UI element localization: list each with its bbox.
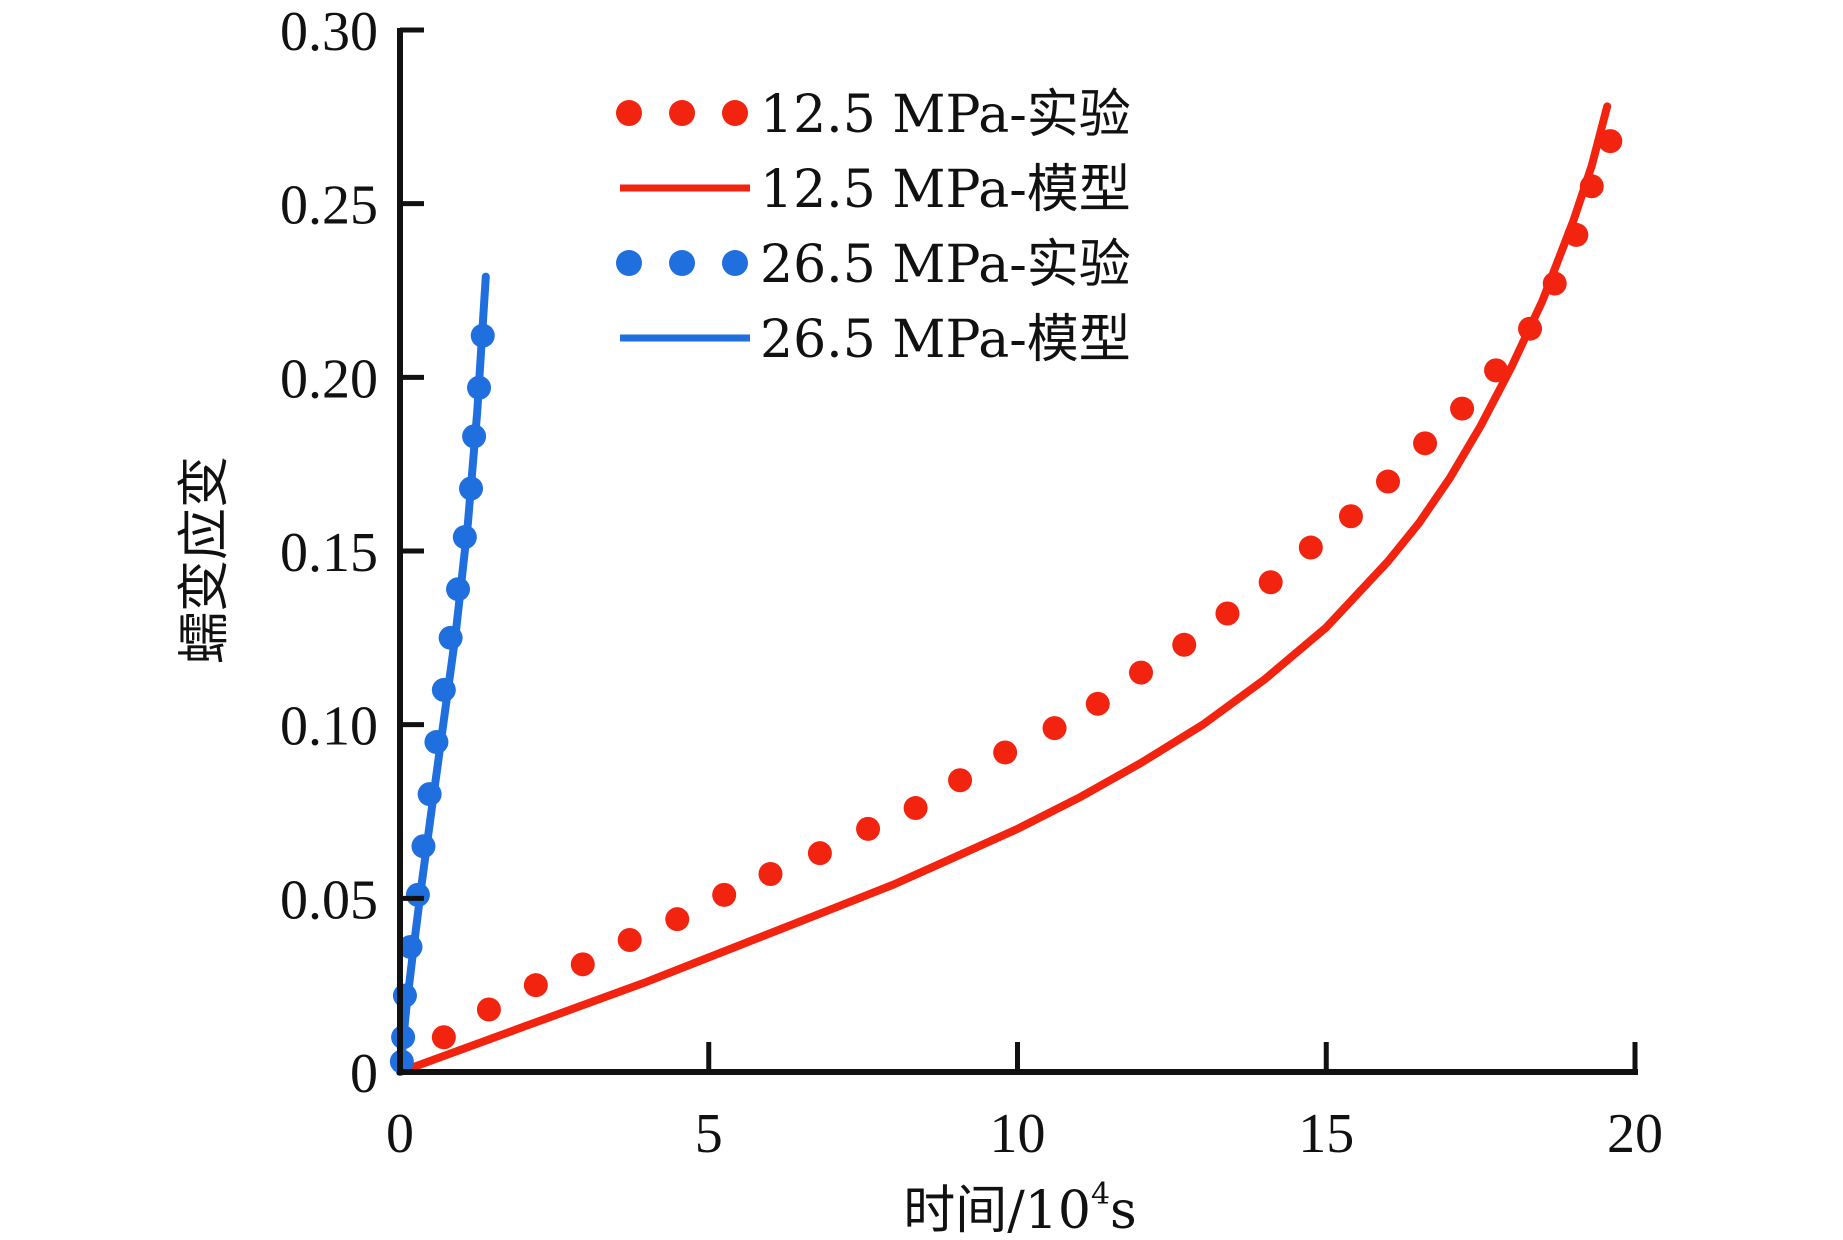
series-12-5-experiment-point [1450,396,1475,421]
series-12-5-experiment-point [665,907,690,932]
series-12-5-experiment-point [1258,570,1283,595]
series-12-5-experiment-point [903,796,928,821]
series-12-5-experiment-point [1172,632,1197,657]
y-tick-label: 0 [350,1043,378,1105]
series-12-5-experiment-point [617,928,642,953]
series-12-5-experiment-point [1298,535,1323,560]
series-12-5-experiment-point [758,862,783,887]
series-26-5-legend-marker [616,250,642,276]
legend-label: 26.5 MPa-实验 [760,235,1131,295]
legend-label: 12.5 MPa-实验 [760,85,1131,145]
series-12-5-experiment-point [1338,504,1363,529]
legend-label: 12.5 MPa-模型 [760,160,1131,220]
series-12-5-model-line [396,102,1612,1076]
series-12-5-experiment-point [431,1025,456,1050]
series-12-5-experiment-point [1042,716,1067,741]
series-12-5-experiment-point [1376,469,1400,494]
plot-area [389,102,1623,1076]
y-axis-title: 蠕变应变 [175,456,235,664]
series-26-5-model-line [396,272,490,1076]
series-12-5-experiment-point [476,997,501,1022]
series-12-5-experiment-point [807,841,832,866]
series-26-5-legend-marker [722,250,748,276]
y-tick-label: 0.10 [280,696,378,758]
ticks: 0 5 10 15 20 0 0.05 0.10 0.15 0.20 0.25 0.30 [280,1,1663,1165]
y-tick-label: 0.15 [280,522,378,584]
y-tick-label: 0.20 [280,348,378,410]
y-tick-label: 0.30 [280,1,378,63]
series-12-5-experiment-point [1413,431,1438,456]
series-12-5-experiment-point [1129,660,1153,685]
series-12-5-experiment-point [712,882,737,907]
series-12-5-experiment-point [570,952,595,977]
y-tick-label: 0.25 [280,175,378,237]
x-tick-label: 15 [1298,1103,1354,1165]
y-tick-label: 0.05 [280,869,378,931]
x-tick-label: 10 [990,1103,1046,1165]
series-12-5-experiment-point [523,973,548,998]
legend-label: 26.5 MPa-模型 [760,310,1131,370]
series-12-5-legend-marker [669,100,695,126]
x-axis-title: 时间/104s [903,1177,1136,1240]
series-12-5-legend-marker [616,100,642,126]
series-12-5-legend-marker [722,100,748,126]
series-26-5-legend-marker [669,250,695,276]
series-12-5-experiment-point [993,740,1018,765]
legend: 12.5 MPa-实验 12.5 MPa-模型 26.5 MPa-实验 26.5 MP… [616,85,1131,370]
series-12-5-experiment-point [856,816,881,841]
x-tick-label: 5 [695,1103,723,1165]
series-12-5-experiment-point [1598,129,1623,154]
x-tick-label: 20 [1607,1103,1663,1165]
x-tick-label: 0 [386,1103,414,1165]
series-12-5-experiment-point [1085,691,1110,716]
series-12-5-experiment-point [948,768,973,793]
series-12-5-experiment-point [1215,601,1240,626]
